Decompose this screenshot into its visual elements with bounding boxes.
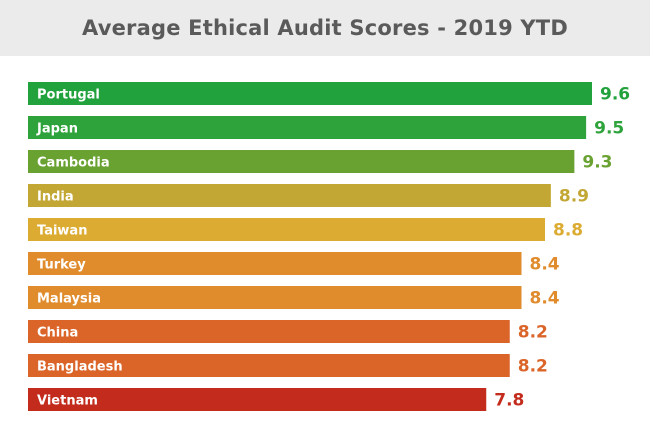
value-label-taiwan: 8.8 bbox=[553, 221, 583, 241]
category-label-india: India bbox=[37, 190, 74, 205]
value-label-cambodia: 9.3 bbox=[582, 153, 612, 173]
category-label-turkey: Turkey bbox=[37, 258, 86, 273]
bar-india bbox=[28, 184, 551, 207]
category-label-taiwan: Taiwan bbox=[37, 224, 87, 239]
bar-cambodia bbox=[28, 150, 575, 173]
chart-area: Portugal 9.6 Japan 9.5 Cambodia 9.3 India 8.9 Ta… bbox=[0, 56, 650, 440]
value-label-japan: 9.5 bbox=[594, 119, 624, 139]
value-label-india: 8.9 bbox=[559, 187, 589, 207]
chart-header: Average Ethical Audit Scores - 2019 YTD bbox=[0, 0, 650, 56]
bar-taiwan bbox=[28, 218, 545, 241]
bar-chart: Portugal 9.6 Japan 9.5 Cambodia 9.3 India 8.9 Ta… bbox=[28, 82, 630, 411]
bar-bangladesh bbox=[28, 354, 510, 377]
value-label-portugal: 9.6 bbox=[600, 85, 630, 105]
bar-japan bbox=[28, 116, 587, 139]
value-label-vietnam: 7.8 bbox=[494, 391, 524, 411]
value-label-china: 8.2 bbox=[518, 323, 548, 343]
value-label-turkey: 8.4 bbox=[530, 255, 560, 275]
category-label-china: China bbox=[37, 326, 78, 341]
value-label-malaysia: 8.4 bbox=[530, 289, 560, 309]
value-label-bangladesh: 8.2 bbox=[518, 357, 548, 377]
bar-portugal bbox=[28, 82, 592, 105]
category-label-japan: Japan bbox=[36, 122, 78, 137]
category-label-cambodia: Cambodia bbox=[37, 156, 110, 171]
category-label-portugal: Portugal bbox=[37, 88, 100, 103]
bar-vietnam bbox=[28, 388, 487, 411]
category-label-malaysia: Malaysia bbox=[37, 292, 101, 307]
chart-title: Average Ethical Audit Scores - 2019 YTD bbox=[82, 16, 568, 40]
bar-malaysia bbox=[28, 286, 522, 309]
category-label-vietnam: Vietnam bbox=[37, 394, 98, 409]
bar-china bbox=[28, 320, 510, 343]
bar-turkey bbox=[28, 252, 522, 275]
category-label-bangladesh: Bangladesh bbox=[37, 360, 123, 375]
